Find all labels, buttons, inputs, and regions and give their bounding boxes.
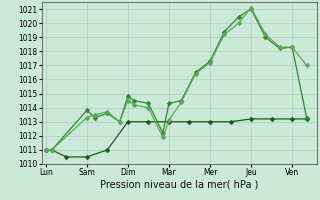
X-axis label: Pression niveau de la mer( hPa ): Pression niveau de la mer( hPa ) xyxy=(100,180,258,190)
